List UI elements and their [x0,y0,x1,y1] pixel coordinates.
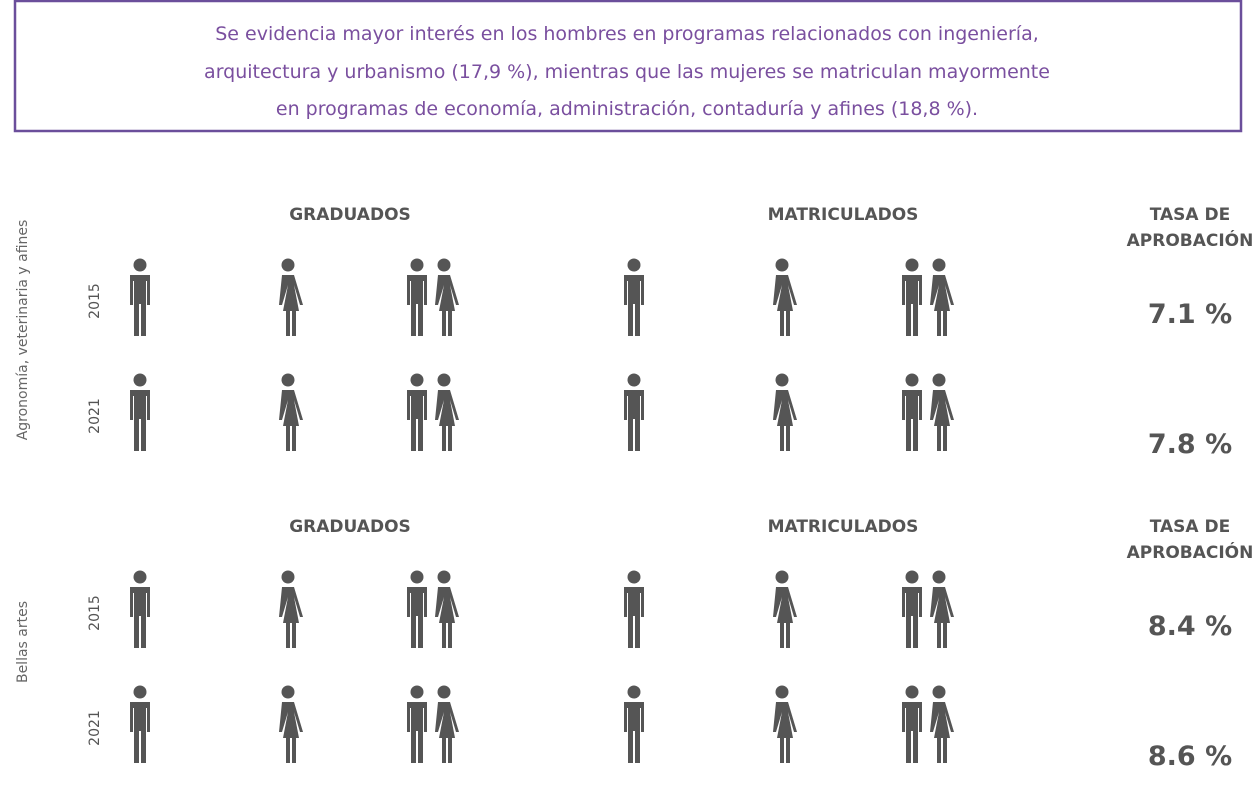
person-icon [435,373,459,451]
value-label: 46.929 [673,0,731,4]
value-label: 12.951 [496,0,554,4]
value-label: 3.918 [331,0,378,4]
value-label: 7.725 [501,0,548,4]
person-icon [130,570,150,648]
year-label: 2015 [87,595,103,631]
value-label: 91.229 [991,0,1049,4]
year-label: 2015 [87,283,103,319]
year-label: 2021 [87,398,103,434]
person-icon [407,570,427,648]
value-label: 3,543 [184,0,231,4]
value-label: 6.584 [331,0,378,4]
value-label: 6.487 [501,0,548,4]
person-icon [930,685,954,763]
value-label: 6.921 [331,0,378,4]
tasa-value: 7.1 % [1148,299,1232,330]
person-icon [407,258,427,336]
person-icon [130,258,150,336]
tasa-header: TASA DE [1150,517,1230,537]
callout-text: arquitectura y urbanismo (17,9 %), mient… [204,61,1050,83]
person-icon [902,685,922,763]
person-icon [279,570,303,648]
callout-box [13,0,1243,133]
section-label: Agronomía, veterinaria y afines [15,220,31,441]
value-label: 49.240 [673,0,731,4]
person-icon [624,258,644,336]
value-label: 2.944 [331,0,378,4]
tasa-header: APROBACIÓN [1127,541,1254,563]
person-icon [930,373,954,451]
tasa-value: 8.4 % [1148,611,1232,642]
person-icon [624,373,644,451]
value-label: 52.570 [820,0,878,4]
value-label: 69.960 [673,0,731,4]
person-icon [130,685,150,763]
person-icon [279,258,303,336]
value-label: 12.547 [496,0,554,4]
tasa-header: TASA DE [1150,205,1230,225]
group-header: MATRICULADOS [768,517,919,537]
person-icon [624,685,644,763]
value-label: 5.626 [184,0,231,4]
section-label: Bellas artes [15,601,31,683]
value-label: 146.667 [986,0,1054,4]
person-icon [902,258,922,336]
person-icon [773,373,797,451]
person-icon [435,685,459,763]
person-icon [624,570,644,648]
value-label: 99.499 [991,0,1049,4]
value-label: 74.399 [820,0,878,4]
year-label: 2021 [87,710,103,746]
person-icon [279,685,303,763]
person-icon [773,570,797,648]
person-icon [773,685,797,763]
person-icon [407,685,427,763]
value-label: 76.707 [820,0,878,4]
person-icon [435,258,459,336]
person-icon [902,373,922,451]
person-icon [407,373,427,451]
group-header: GRADUADOS [289,517,411,537]
group-header: MATRICULADOS [768,205,919,225]
person-icon [773,258,797,336]
value-label: 6.367 [184,0,231,4]
value-label: 41.989 [820,0,878,4]
tasa-header: APROBACIÓN [1127,229,1254,251]
person-icon [130,373,150,451]
value-label: 154.978 [986,0,1054,4]
tasa-value: 8.6 % [1148,741,1232,772]
person-icon [279,373,303,451]
value-label: 80.579 [673,0,731,4]
person-icon [435,570,459,648]
value-label: 3.807 [184,0,231,4]
callout-text: Se evidencia mayor interés en los hombre… [215,23,1039,45]
person-icon [930,570,954,648]
group-header: GRADUADOS [289,205,411,225]
callout-text: en programas de economía, administración… [276,98,978,120]
person-icon [930,258,954,336]
tasa-value: 7.8 % [1148,429,1232,460]
person-icon [902,570,922,648]
